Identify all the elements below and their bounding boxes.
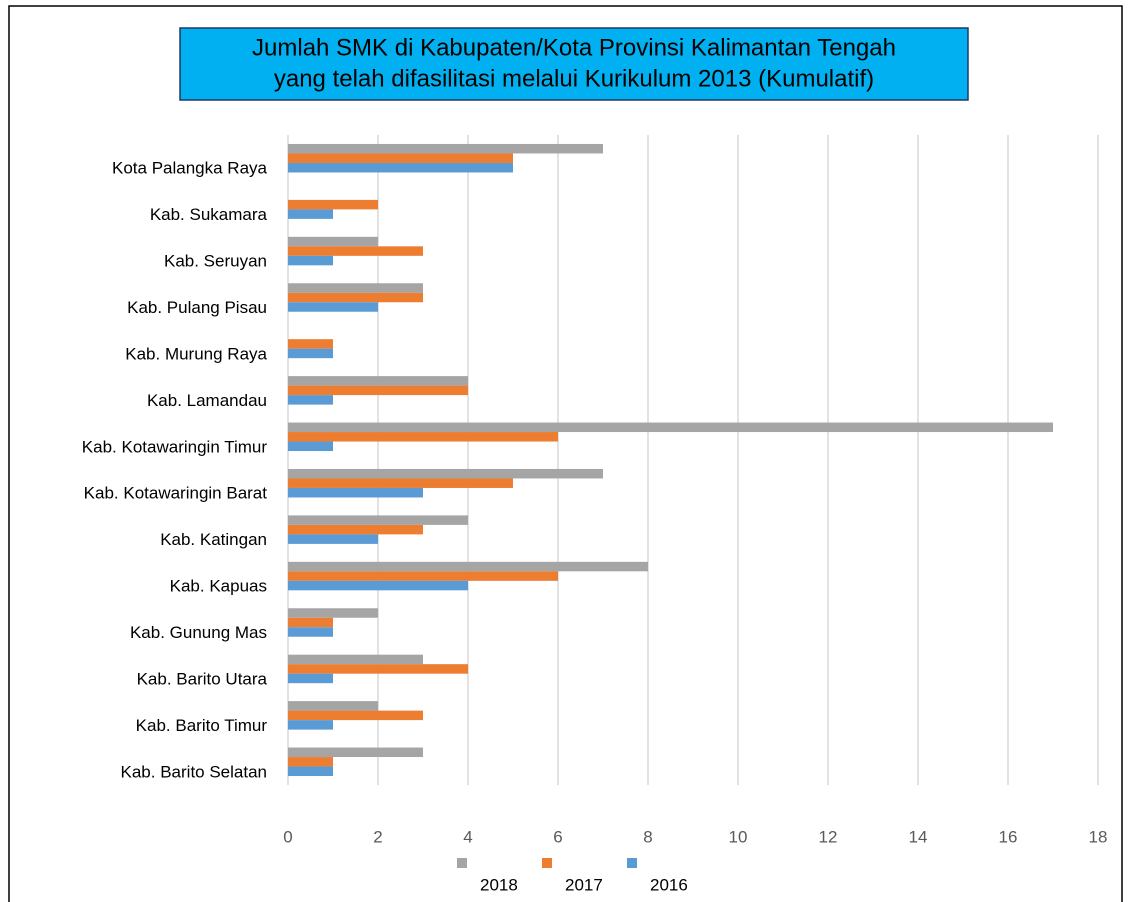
x-tick-label: 18	[1089, 827, 1108, 846]
bar	[288, 422, 1053, 433]
bar	[288, 339, 333, 349]
y-tick-label: Kab. Barito Utara	[137, 669, 268, 688]
bar	[288, 395, 333, 405]
y-tick-label: Kab. Kotawaringin Timur	[82, 437, 268, 456]
bar	[288, 162, 513, 173]
bar	[288, 720, 333, 730]
x-tick-label: 2	[373, 827, 382, 846]
bar	[288, 478, 513, 488]
bar	[288, 747, 423, 758]
chart-title: Jumlah SMK di Kabupaten/Kota Provinsi Ka…	[252, 34, 896, 61]
bar	[288, 487, 423, 498]
bar	[288, 515, 468, 525]
bar	[288, 766, 333, 777]
y-tick-label: Kab. Barito Selatan	[121, 762, 267, 781]
x-tick-label: 16	[999, 827, 1018, 846]
bar	[288, 580, 468, 591]
bar	[288, 441, 333, 452]
bar	[288, 376, 468, 386]
y-tick-label: Kab. Seruyan	[164, 252, 267, 271]
bar	[288, 664, 468, 674]
title-box	[179, 27, 969, 101]
chart-frame	[8, 5, 1123, 902]
y-tick-label: Kab. Katingan	[160, 530, 267, 549]
legend-label: 2017	[565, 875, 603, 894]
bar	[288, 255, 333, 266]
bar	[288, 385, 468, 396]
bar	[288, 701, 378, 711]
bar	[288, 617, 333, 628]
bar	[288, 246, 423, 256]
legend-swatch	[542, 858, 552, 868]
bar	[288, 348, 333, 359]
bar	[288, 468, 603, 479]
x-tick-label: 6	[553, 827, 562, 846]
bar	[288, 153, 513, 163]
bar	[288, 283, 423, 293]
y-tick-label: Kab. Pulang Pisau	[127, 298, 267, 317]
bar	[288, 524, 423, 535]
y-tick-label: Kab. Sukamara	[150, 205, 268, 224]
y-tick-label: Kab. Lamandau	[147, 391, 267, 410]
bar	[288, 561, 648, 572]
x-tick-label: 0	[283, 827, 292, 846]
bar	[288, 673, 333, 684]
bar	[288, 757, 333, 767]
x-tick-label: 12	[819, 827, 838, 846]
bar	[288, 432, 558, 442]
legend-label: 2016	[650, 875, 688, 894]
x-tick-label: 10	[729, 827, 748, 846]
bar	[288, 608, 378, 618]
legend-label: 2018	[480, 875, 518, 894]
bar	[288, 199, 378, 210]
bar	[288, 571, 558, 581]
bar	[288, 302, 378, 312]
bar	[288, 236, 378, 247]
bar	[288, 209, 333, 219]
y-tick-label: Kab. Kapuas	[170, 577, 267, 596]
bar	[288, 534, 378, 544]
legend-swatch	[457, 858, 467, 868]
bar	[288, 292, 423, 303]
y-tick-label: Kab. Barito Timur	[136, 716, 268, 735]
bar	[288, 143, 603, 154]
y-tick-label: Kota Palangka Raya	[112, 159, 268, 178]
chart-title: yang telah difasilitasi melalui Kurikulu…	[274, 65, 874, 92]
legend-swatch	[627, 858, 637, 868]
y-tick-label: Kab. Kotawaringin Barat	[84, 484, 268, 503]
y-tick-label: Kab. Gunung Mas	[130, 623, 267, 642]
bar	[288, 710, 423, 721]
x-tick-label: 8	[643, 827, 652, 846]
x-tick-label: 4	[463, 827, 472, 846]
x-tick-label: 14	[909, 827, 928, 846]
bar	[288, 654, 423, 665]
bar	[288, 627, 333, 637]
y-tick-label: Kab. Murung Raya	[125, 344, 267, 363]
